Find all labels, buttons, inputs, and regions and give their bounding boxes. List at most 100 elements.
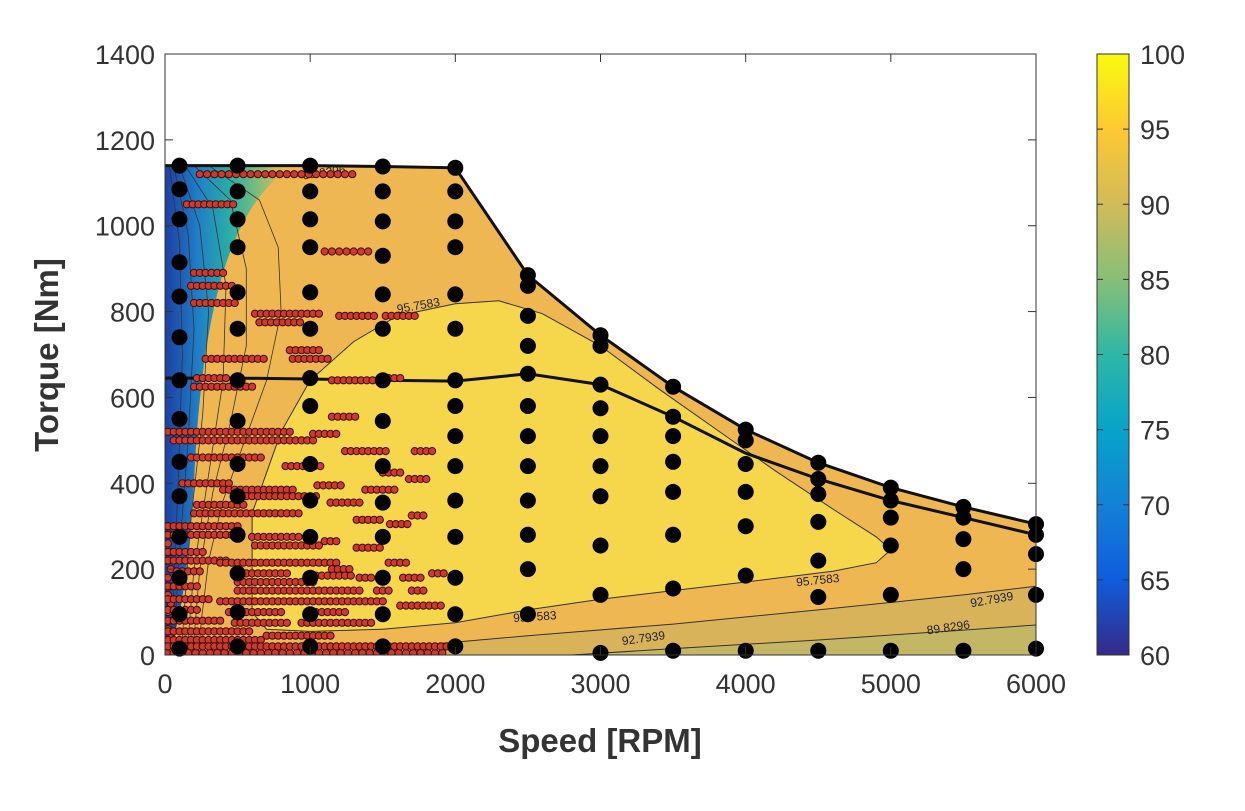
- contour-low-speed-3: [179, 165, 210, 655]
- cycle-point: [229, 200, 238, 209]
- grid-point: [592, 400, 609, 417]
- grid-point: [519, 458, 536, 475]
- grid-point: [447, 239, 464, 256]
- cycle-point: [282, 569, 291, 578]
- cycle-point: [333, 170, 342, 179]
- y-axis-title: Torque [Nm]: [28, 258, 65, 452]
- cycle-point: [332, 537, 341, 546]
- grid-point: [374, 494, 391, 511]
- grid-point: [447, 606, 464, 623]
- grid-point: [665, 526, 682, 543]
- cycle-point: [384, 586, 393, 595]
- cycle-point: [320, 247, 329, 256]
- y-tick-label: 400: [110, 469, 155, 499]
- cycle-point: [268, 170, 277, 179]
- y-axis-ticks: 0 200 400 600 800 1000 1200 1400: [95, 40, 1036, 671]
- grid-point: [519, 277, 536, 294]
- grid-point: [447, 159, 464, 176]
- cycle-point: [204, 595, 213, 604]
- grid-point: [171, 211, 188, 228]
- x-tick-label: 6000: [1006, 669, 1066, 699]
- colorbar-tick-label: 85: [1140, 265, 1170, 295]
- grid-point: [302, 211, 319, 228]
- cycle-point: [419, 586, 428, 595]
- cycle-point: [346, 571, 355, 580]
- cycle-point: [403, 520, 412, 529]
- grid-point: [374, 606, 391, 623]
- grid-operating-points: [171, 157, 1044, 661]
- grid-point: [374, 158, 391, 175]
- cycle-point: [192, 605, 201, 615]
- y-tick-label: 800: [110, 298, 155, 328]
- cycle-point: [348, 170, 357, 179]
- cycle-point: [367, 573, 376, 582]
- cycle-point: [367, 618, 376, 627]
- colorbar-tick-label: 60: [1140, 641, 1170, 671]
- contour-label: 95.7583: [796, 571, 841, 589]
- contour-89-8296: [571, 624, 1036, 655]
- grid-point: [592, 537, 609, 554]
- grid-point: [882, 586, 899, 603]
- grid-point: [519, 307, 536, 324]
- grid-point: [171, 569, 188, 586]
- grid-point: [882, 537, 899, 554]
- grid-point: [302, 492, 319, 509]
- cycle-point: [285, 427, 294, 436]
- grid-point: [592, 376, 609, 393]
- grid-point: [665, 453, 682, 470]
- cycle-point: [375, 515, 384, 524]
- grid-point: [447, 213, 464, 230]
- colorbar-tick-label: 70: [1140, 491, 1170, 521]
- cycle-point: [203, 170, 212, 179]
- grid-point: [374, 372, 391, 389]
- grid-point: [302, 320, 319, 337]
- grid-point: [519, 526, 536, 543]
- cycle-point: [224, 170, 233, 179]
- y-tick-label: 200: [110, 555, 155, 585]
- x-axis-title: Speed [RPM]: [498, 722, 702, 759]
- grid-point: [810, 454, 827, 471]
- y-tick-label: 1000: [95, 212, 155, 242]
- grid-point: [229, 183, 246, 200]
- cycle-point: [195, 170, 204, 179]
- cycle-point: [275, 170, 284, 179]
- torque-curves: [165, 164, 1037, 537]
- grid-point: [592, 458, 609, 475]
- colorbar-ticks: 60 65 70 75 80 85 90 95 100: [1097, 40, 1185, 671]
- grid-point: [810, 552, 827, 569]
- x-tick-label: 5000: [861, 669, 921, 699]
- cycle-point: [369, 311, 379, 320]
- grid-point: [171, 453, 188, 470]
- cycle-point: [230, 298, 239, 308]
- cycle-point: [277, 608, 286, 617]
- cycle-point: [439, 569, 448, 578]
- grid-point: [737, 432, 754, 449]
- colorbar-tick-label: 75: [1140, 416, 1170, 446]
- grid-point: [171, 254, 188, 271]
- grid-point: [737, 567, 754, 584]
- grid-point: [519, 365, 536, 382]
- grid-point: [229, 284, 246, 301]
- x-tick-label: 3000: [570, 669, 630, 699]
- grid-point: [229, 413, 246, 429]
- grid-point: [302, 606, 319, 623]
- grid-point: [519, 428, 536, 445]
- cycle-point: [419, 511, 428, 520]
- grid-point: [171, 410, 188, 427]
- colorbar-tick-label: 80: [1140, 341, 1170, 371]
- grid-point: [302, 456, 319, 472]
- y-tick-label: 0: [140, 641, 155, 671]
- cycle-point: [294, 532, 303, 542]
- grid-point: [171, 488, 188, 505]
- grid-point: [229, 211, 246, 228]
- grid-point: [519, 492, 536, 509]
- cycle-point: [396, 468, 405, 477]
- grid-point: [229, 372, 246, 389]
- grid-point: [592, 428, 609, 445]
- grid-point: [229, 157, 246, 174]
- colorbar-tick-label: 95: [1140, 115, 1170, 145]
- grid-point: [229, 320, 246, 337]
- cycle-point: [319, 170, 328, 179]
- y-tick-label: 600: [110, 383, 155, 413]
